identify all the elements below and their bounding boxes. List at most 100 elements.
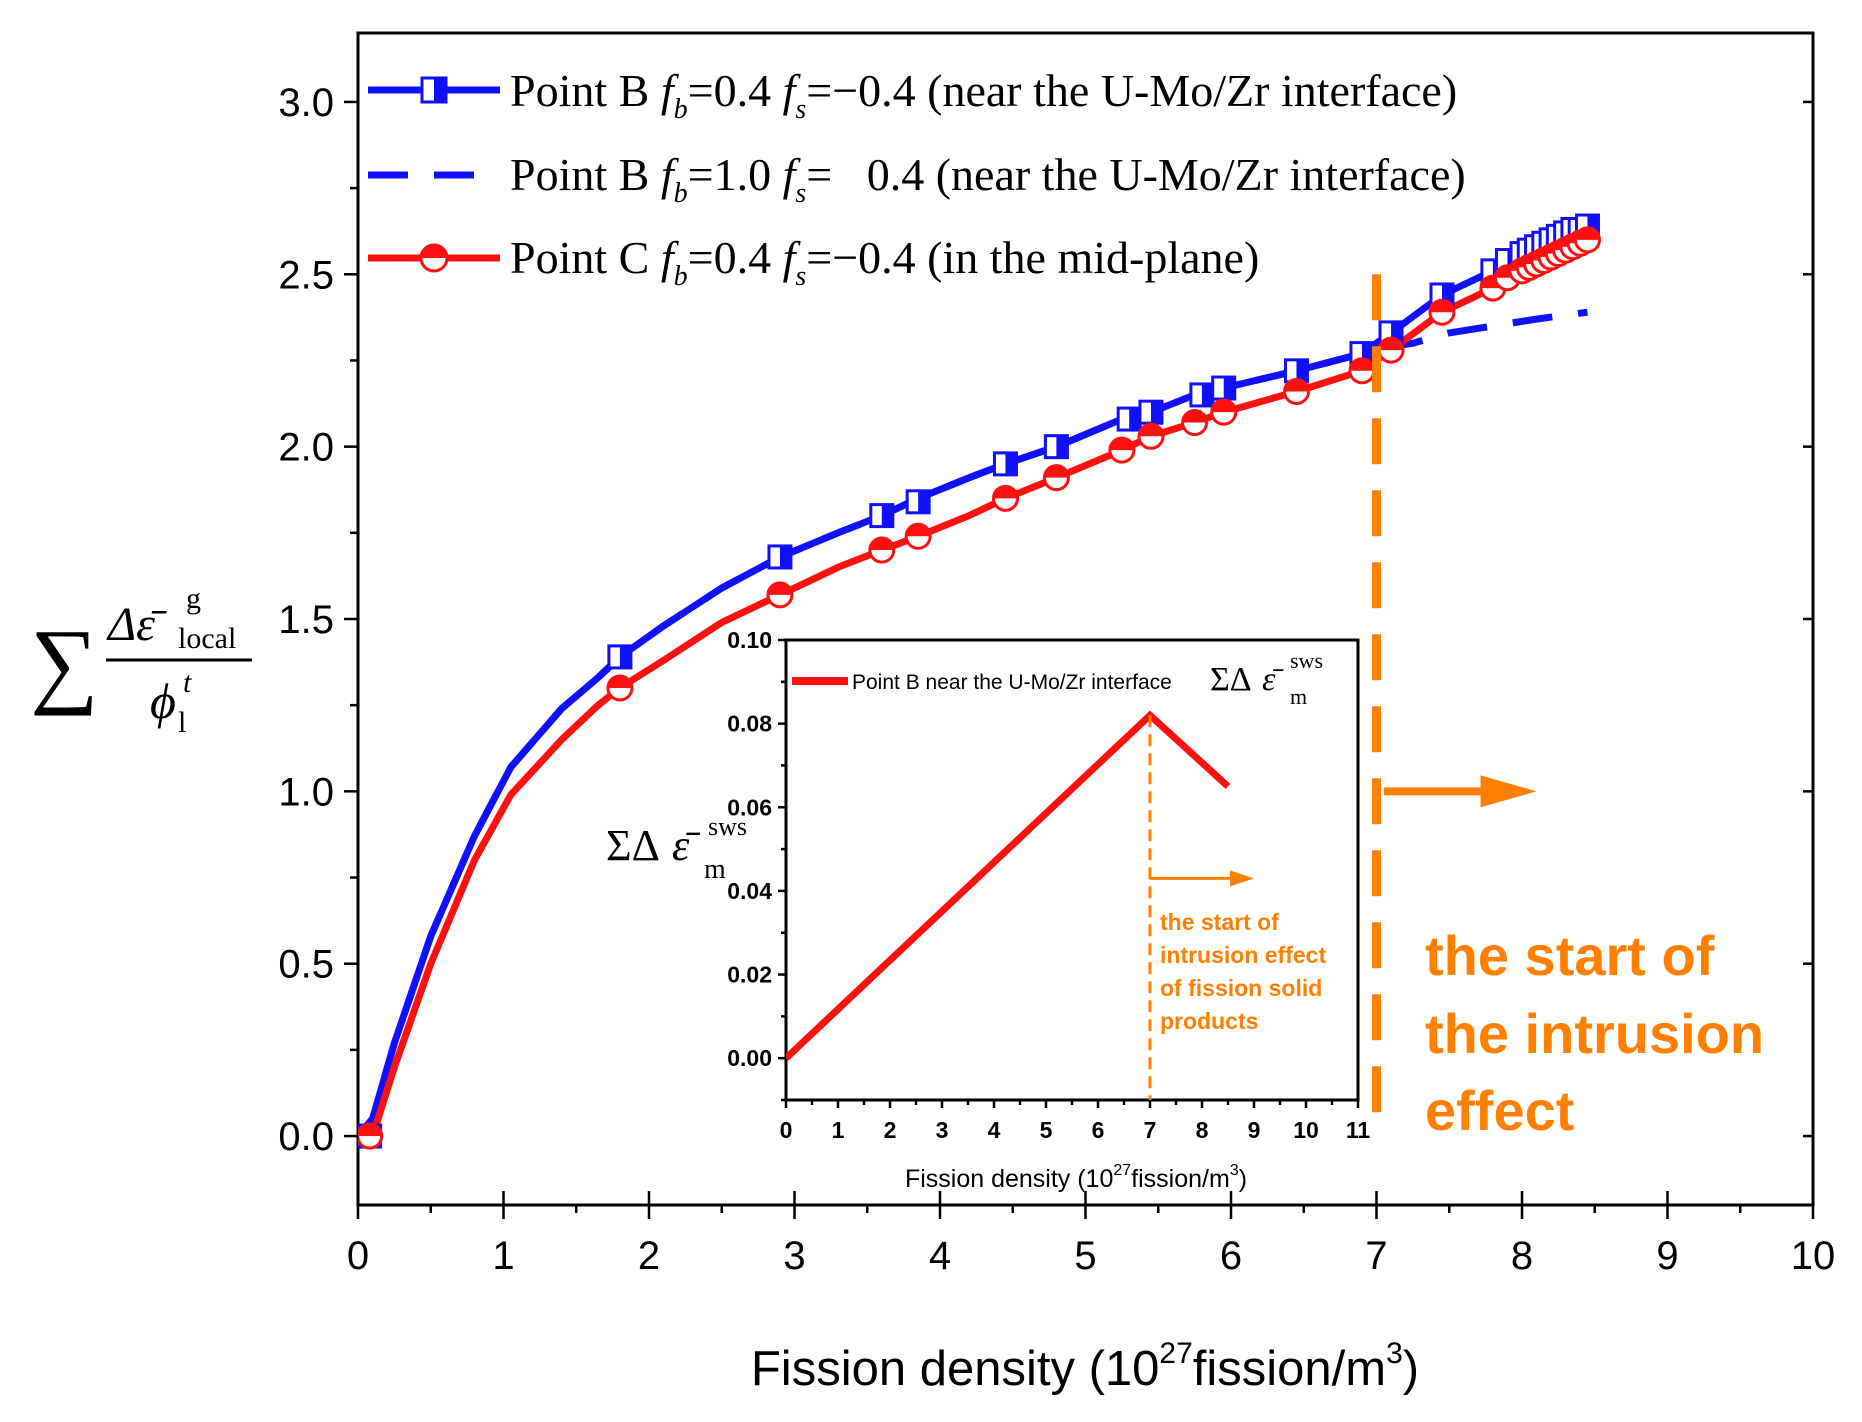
inset-annotation-line-1: the start of (1160, 909, 1279, 935)
legend-marker-series-1 (420, 76, 448, 104)
main-x-tick-label: 10 (1791, 1234, 1836, 1278)
series-3-marker (1377, 336, 1405, 364)
series-1-marker (1211, 375, 1237, 401)
inset-y-tick-label: 0.06 (727, 794, 772, 820)
main-x-tick-label: 8 (1511, 1234, 1533, 1278)
inset-y-tick-label: 0.10 (727, 627, 772, 653)
main-annotation-line-3: effect (1425, 1079, 1574, 1142)
marker-circle-fill (358, 1124, 382, 1137)
inset-x-tick-label: 3 (936, 1117, 949, 1143)
marker-circle-fill (607, 675, 632, 688)
marker-circle-fill (1429, 300, 1454, 313)
main-annotation-arrow-head (1480, 775, 1537, 808)
inset-x-tick-label: 6 (1092, 1117, 1105, 1143)
marker-circle-fill (906, 524, 931, 537)
y-label-num-sub: local (178, 622, 236, 655)
inset-y-label-sum: ΣΔ (606, 821, 660, 870)
marker-circle-fill (767, 582, 792, 595)
main-y-tick-label: 3.0 (278, 81, 334, 125)
series-1-marker (1189, 382, 1215, 408)
marker-square-fill (1391, 321, 1403, 344)
series-3-marker (904, 522, 932, 550)
main-chart: 0 1 2 3 4 5 6 7 8 9 100.00.51.01.52.02.53.0 Fissio… (30, 31, 1835, 1396)
main-x-tick-label: 6 (1220, 1234, 1242, 1278)
marker-square-fill (779, 545, 791, 568)
main-y-axis-label: ∑ Δε̄ g local ϕ t l (30, 582, 252, 739)
main-annotation-line-1: the start of (1425, 924, 1715, 987)
inset-y-tick-label: 0.08 (727, 711, 772, 737)
marker-square-fill (1296, 359, 1308, 382)
series-1-marker (869, 503, 895, 529)
marker-circle-fill (1044, 465, 1069, 478)
inset-background (786, 640, 1358, 1100)
main-y-tick-label: 2.0 (278, 426, 334, 470)
marker-square-fill (1441, 283, 1453, 306)
series-1-marker (992, 451, 1018, 477)
main-ticks: 0 1 2 3 4 5 6 7 8 9 100.00.51.01.52.02.53.0 (278, 81, 1835, 1278)
inset-y-tick-label: 0.04 (727, 878, 772, 904)
inset-x-tick-label: 2 (884, 1117, 897, 1143)
series-1-marker (767, 544, 793, 570)
marker-circle-fill (1211, 400, 1236, 413)
series-3-marker (1348, 357, 1376, 385)
series-3-marker (358, 1122, 384, 1150)
marker-square-fill (1150, 401, 1162, 424)
main-y-tick-label: 2.5 (278, 253, 334, 297)
inset-y-axis-label: ΣΔ ε̄ sws m (606, 812, 747, 885)
y-label-den-sub: l (178, 706, 186, 739)
main-y-tick-label: 0.5 (278, 943, 334, 987)
main-x-tick-label: 0 (347, 1234, 369, 1278)
main-annotation (1372, 274, 1537, 1137)
marker-square-fill (881, 504, 893, 527)
series-1-marker (1138, 399, 1164, 425)
marker-circle-fill (1575, 227, 1600, 240)
marker-circle-fill (1379, 338, 1404, 351)
inset-x-tick-label: 8 (1196, 1117, 1209, 1143)
y-label-numerator: Δε̄ (106, 598, 167, 651)
series-3-marker (1181, 409, 1209, 437)
main-x-tick-label: 4 (929, 1234, 951, 1278)
main-y-tick-label: 1.0 (278, 770, 334, 814)
y-label-sum: ∑ (30, 609, 98, 716)
inset-legend-symbol-sup: sws (1290, 648, 1323, 673)
main-annotation-line-2: the intrusion (1425, 1002, 1764, 1065)
marker-square-fill (1005, 452, 1017, 475)
series-3-marker (991, 484, 1019, 512)
series-3-marker (868, 536, 896, 564)
series-3-marker (1573, 226, 1601, 254)
main-x-tick-label: 1 (492, 1234, 514, 1278)
inset-legend-symbol-sub: m (1290, 684, 1307, 709)
main-x-tick-label: 2 (638, 1234, 660, 1278)
legend-text-series-3: Point C fb=0.4 fs=−0.4 (in the mid-plane… (510, 232, 1259, 292)
marker-circle-fill (1182, 410, 1207, 423)
inset-x-axis-label: Fission density (1027fission/m3) (905, 1162, 1247, 1193)
main-legend: Point B fb=0.4 fs=−0.4 (near the U-Mo/Zr… (368, 65, 1466, 292)
marker-square-fill (1129, 408, 1141, 431)
inset-y-label-sub: m (704, 854, 726, 885)
inset-annotation-line-4: products (1160, 1008, 1258, 1034)
main-x-axis-label: Fission density (1027fission/m3) (751, 1337, 1419, 1396)
inset-legend-text: Point B near the U-Mo/Zr interface (852, 671, 1172, 694)
main-x-tick-label: 7 (1365, 1234, 1387, 1278)
marker-circle-fill (1284, 379, 1309, 392)
series-1-marker (1043, 434, 1069, 460)
marker-circle-fill (1349, 358, 1374, 371)
marker-circle-fill (1138, 424, 1163, 437)
inset-x-tick-label: 4 (988, 1117, 1001, 1143)
inset-x-tick-label: 10 (1293, 1117, 1319, 1143)
marker-square-fill (1056, 435, 1068, 458)
inset-annotation (1148, 715, 1254, 1100)
legend-text-series-1: Point B fb=0.4 fs=−0.4 (near the U-Mo/Zr… (510, 65, 1457, 125)
marker-circle-fill (993, 486, 1018, 499)
inset-y-tick-label: 0.02 (727, 962, 772, 988)
marker-square-fill (1361, 342, 1373, 365)
series-1-marker (1116, 406, 1142, 432)
y-label-num-sup: g (186, 582, 201, 615)
main-y-tick-label: 0.0 (278, 1115, 334, 1159)
main-series-group (358, 213, 1601, 1150)
series-3-marker (1042, 464, 1070, 492)
inset-x-tick-label: 7 (1144, 1117, 1157, 1143)
series-3-marker (606, 674, 634, 702)
series-3-marker (1210, 398, 1238, 426)
